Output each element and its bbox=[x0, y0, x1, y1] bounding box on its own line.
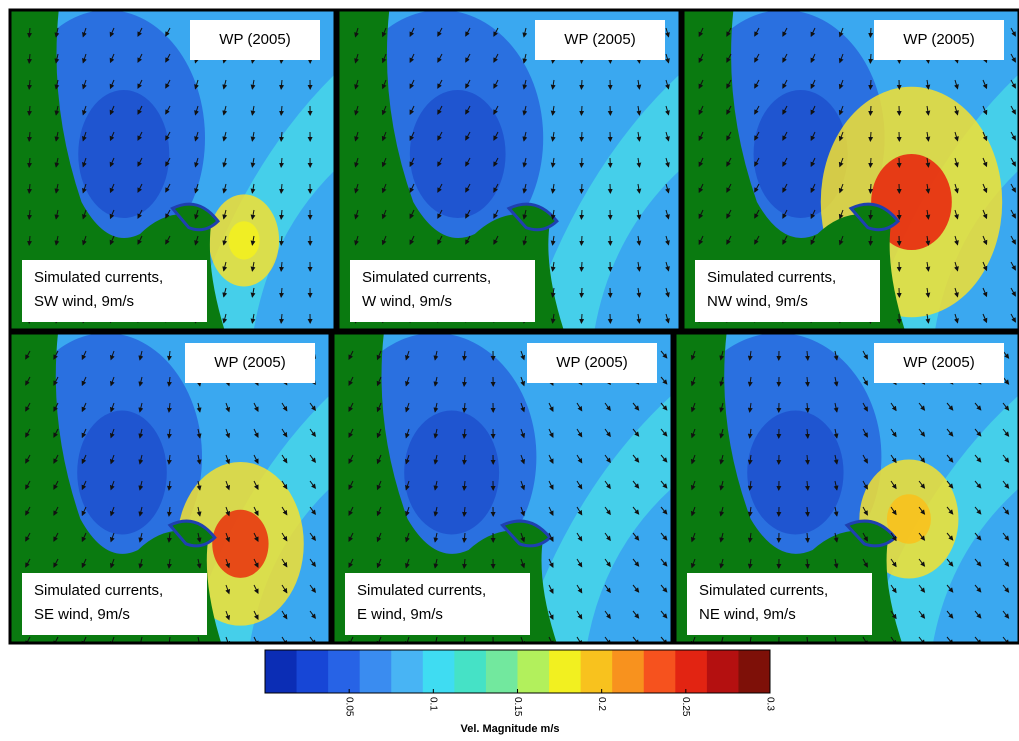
current-arrow bbox=[581, 184, 582, 193]
colorbar-swatch bbox=[644, 650, 676, 693]
current-arrow bbox=[581, 210, 582, 219]
current-arrow bbox=[581, 288, 582, 297]
slow-water-core bbox=[404, 411, 499, 535]
colorbar-swatch bbox=[738, 650, 770, 693]
colorbar-swatch bbox=[360, 650, 392, 693]
colorbar-swatch bbox=[675, 650, 707, 693]
colorbar-swatch bbox=[391, 650, 423, 693]
current-arrow bbox=[581, 106, 582, 115]
map-panel: WP (2005) Simulated currents, NE wind, 9m/… bbox=[675, 333, 1019, 646]
current-arrow bbox=[581, 236, 582, 245]
panel-title: WP (2005) bbox=[556, 354, 627, 371]
map-panel: WP (2005) Simulated currents, E wind, 9m/s bbox=[333, 333, 672, 646]
panel-caption: Simulated currents, bbox=[357, 582, 486, 599]
colorbar-swatch bbox=[265, 650, 297, 693]
colorbar-label: Vel. Magnitude m/s bbox=[460, 723, 559, 735]
current-arrow bbox=[870, 106, 871, 115]
panel-caption: NE wind, 9m/s bbox=[699, 606, 796, 623]
slow-water-core bbox=[747, 411, 843, 535]
colorbar-swatch bbox=[328, 650, 360, 693]
slow-water-core bbox=[410, 90, 506, 218]
panel-caption: W wind, 9m/s bbox=[362, 293, 452, 310]
current-arrow bbox=[581, 80, 582, 89]
current-arrow bbox=[581, 314, 582, 323]
colorbar-tick-label: 0.1 bbox=[428, 697, 439, 711]
colorbar-swatch bbox=[297, 650, 329, 693]
current-arrow bbox=[870, 158, 871, 167]
slow-water-core bbox=[78, 90, 169, 218]
current-arrow bbox=[870, 236, 871, 245]
hotspot-core bbox=[228, 221, 259, 259]
map-panel: WP (2005) Simulated currents, W wind, 9m/s bbox=[338, 10, 680, 330]
panel-caption: Simulated currents, bbox=[34, 269, 163, 286]
panel-title: WP (2005) bbox=[903, 354, 974, 371]
colorbar-swatch bbox=[581, 650, 613, 693]
panel-caption: Simulated currents, bbox=[699, 582, 828, 599]
current-arrow bbox=[581, 262, 582, 271]
colorbar-swatch bbox=[486, 650, 518, 693]
hotspot-core bbox=[212, 510, 268, 578]
panel-caption: SE wind, 9m/s bbox=[34, 606, 130, 623]
panel-caption: E wind, 9m/s bbox=[357, 606, 443, 623]
panel-title: WP (2005) bbox=[219, 31, 290, 48]
panel-caption: SW wind, 9m/s bbox=[34, 293, 134, 310]
panel-caption: NW wind, 9m/s bbox=[707, 293, 808, 310]
colorbar-swatch bbox=[454, 650, 486, 693]
panel-title: WP (2005) bbox=[564, 31, 635, 48]
current-arrow bbox=[870, 132, 871, 141]
current-arrow bbox=[870, 80, 871, 89]
current-arrow bbox=[870, 210, 871, 219]
panel-caption: Simulated currents, bbox=[707, 269, 836, 286]
map-panel: WP (2005) Simulated currents, SE wind, 9m/… bbox=[10, 333, 330, 646]
current-arrow bbox=[870, 184, 871, 193]
colorbar-tick-label: 0.05 bbox=[344, 697, 355, 717]
panel-caption: Simulated currents, bbox=[34, 582, 163, 599]
colorbar-swatch bbox=[612, 650, 644, 693]
panel-title: WP (2005) bbox=[903, 31, 974, 48]
colorbar-tick-label: 0.3 bbox=[764, 697, 775, 711]
current-arrow bbox=[581, 158, 582, 167]
colorbar-swatch bbox=[423, 650, 455, 693]
colorbar-tick-label: 0.25 bbox=[680, 697, 691, 717]
map-panel: WP (2005) Simulated currents, NW wind, 9m/… bbox=[683, 10, 1019, 330]
colorbar-swatch bbox=[549, 650, 581, 693]
colorbar-tick-label: 0.15 bbox=[512, 697, 523, 717]
panel-title: WP (2005) bbox=[214, 354, 285, 371]
current-arrow bbox=[870, 28, 871, 37]
colorbar-tick-label: 0.2 bbox=[596, 697, 607, 711]
slow-water-core bbox=[77, 411, 167, 535]
colorbar-swatch bbox=[707, 650, 739, 693]
current-arrow bbox=[870, 54, 871, 63]
colorbar-swatch bbox=[518, 650, 550, 693]
panel-caption: Simulated currents, bbox=[362, 269, 491, 286]
map-panel: WP (2005) Simulated currents, SW wind, 9m/… bbox=[10, 10, 335, 330]
current-arrow bbox=[581, 132, 582, 141]
